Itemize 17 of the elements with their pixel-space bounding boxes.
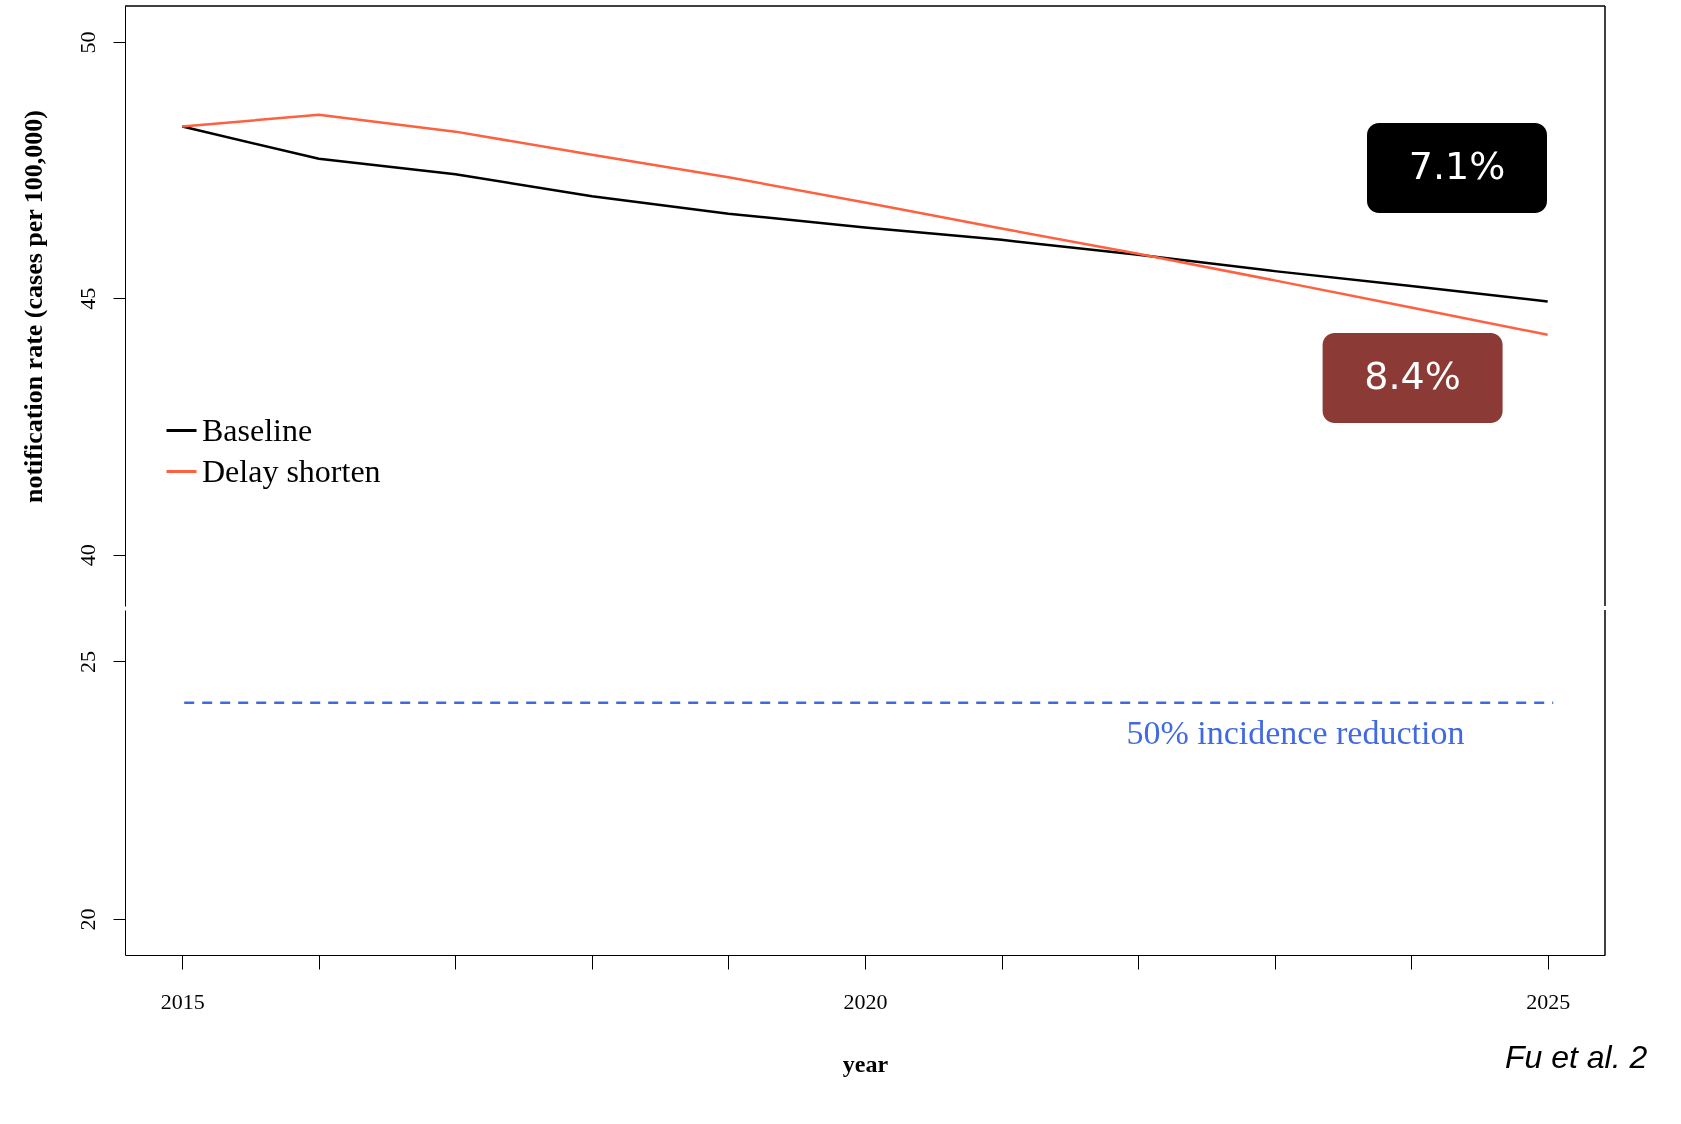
- x-tick-label: 2015: [160, 988, 205, 1014]
- annotation: 7.1%: [1408, 144, 1506, 188]
- ref-line-label: 50% incidence reduction: [1126, 713, 1465, 751]
- text: Fu et al. 2: [1505, 1039, 1648, 1075]
- y-tick-label: 50: [74, 31, 100, 54]
- x-axis-title: year: [842, 1050, 889, 1077]
- legend-label: Delay shorten: [202, 452, 381, 489]
- y-axis-title: notification rate (cases per 100,000): [18, 109, 48, 504]
- y-tick-label: 40: [74, 544, 100, 567]
- y-tick-label: 45: [74, 287, 100, 310]
- legend-label: Baseline: [202, 411, 313, 448]
- y-tick-label: 20: [74, 908, 100, 931]
- x-tick-label: 2020: [843, 988, 888, 1014]
- x-tick-label: 2025: [1526, 988, 1571, 1014]
- y-tick-label: 25: [74, 650, 100, 673]
- line-series: [181, 113, 1549, 336]
- annotation: 8.4%: [1364, 354, 1461, 398]
